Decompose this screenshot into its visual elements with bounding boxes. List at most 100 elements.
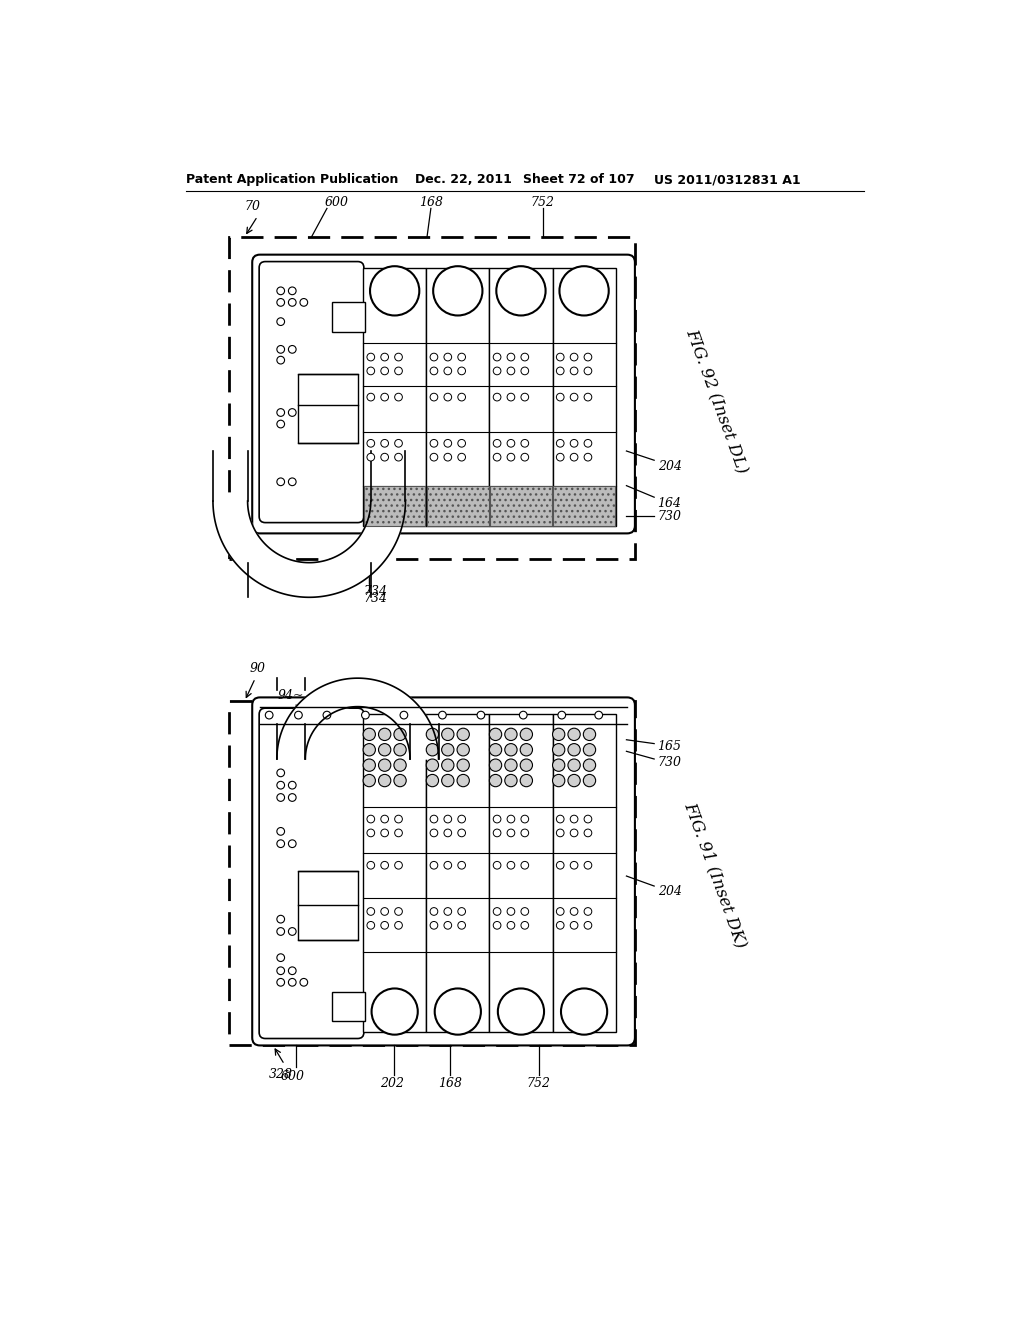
Circle shape	[289, 978, 296, 986]
Circle shape	[289, 286, 296, 294]
Circle shape	[381, 829, 388, 837]
Circle shape	[505, 775, 517, 787]
Circle shape	[441, 743, 454, 756]
Text: 600: 600	[281, 1069, 304, 1082]
Circle shape	[276, 966, 285, 974]
Circle shape	[556, 354, 564, 360]
Circle shape	[584, 729, 596, 741]
Circle shape	[558, 711, 565, 719]
Circle shape	[379, 743, 391, 756]
Circle shape	[458, 393, 466, 401]
Circle shape	[381, 440, 388, 447]
Circle shape	[364, 759, 376, 771]
Circle shape	[276, 770, 285, 776]
Circle shape	[289, 298, 296, 306]
Circle shape	[584, 759, 596, 771]
Circle shape	[458, 354, 466, 360]
FancyBboxPatch shape	[252, 255, 635, 533]
Circle shape	[364, 729, 376, 741]
Circle shape	[394, 453, 402, 461]
Circle shape	[556, 862, 564, 869]
Circle shape	[444, 829, 452, 837]
Circle shape	[570, 453, 578, 461]
Circle shape	[458, 816, 466, 822]
Circle shape	[367, 440, 375, 447]
Circle shape	[553, 729, 565, 741]
Circle shape	[276, 793, 285, 801]
Text: 600: 600	[325, 195, 349, 209]
Circle shape	[441, 729, 454, 741]
Circle shape	[570, 354, 578, 360]
Text: US 2011/0312831 A1: US 2011/0312831 A1	[654, 173, 801, 186]
Circle shape	[381, 453, 388, 461]
Circle shape	[489, 743, 502, 756]
Circle shape	[507, 440, 515, 447]
Circle shape	[372, 989, 418, 1035]
Bar	[333, 991, 365, 1020]
Circle shape	[265, 711, 273, 719]
Circle shape	[584, 440, 592, 447]
Circle shape	[507, 367, 515, 375]
Circle shape	[570, 816, 578, 822]
Circle shape	[505, 759, 517, 771]
Circle shape	[430, 908, 438, 915]
Circle shape	[367, 829, 375, 837]
Circle shape	[379, 759, 391, 771]
Circle shape	[584, 453, 592, 461]
Circle shape	[584, 743, 596, 756]
Circle shape	[289, 840, 296, 847]
Circle shape	[521, 908, 528, 915]
Text: Sheet 72 of 107: Sheet 72 of 107	[523, 173, 635, 186]
Circle shape	[276, 915, 285, 923]
Bar	[229, 238, 635, 558]
Circle shape	[520, 775, 532, 787]
Circle shape	[568, 775, 581, 787]
Circle shape	[381, 862, 388, 869]
Circle shape	[441, 775, 454, 787]
Circle shape	[276, 409, 285, 416]
Bar	[490, 486, 552, 525]
Circle shape	[489, 759, 502, 771]
Circle shape	[367, 921, 375, 929]
Circle shape	[553, 759, 565, 771]
Bar	[489, 268, 553, 525]
Circle shape	[584, 367, 592, 375]
Circle shape	[394, 816, 402, 822]
Polygon shape	[276, 678, 438, 759]
Text: Dec. 22, 2011: Dec. 22, 2011	[416, 173, 512, 186]
Bar	[298, 871, 357, 940]
Circle shape	[584, 775, 596, 787]
Bar	[427, 486, 488, 525]
Text: 94~: 94~	[278, 689, 304, 702]
Circle shape	[276, 286, 285, 294]
Circle shape	[276, 954, 285, 961]
Circle shape	[458, 453, 466, 461]
Circle shape	[556, 829, 564, 837]
Circle shape	[430, 354, 438, 360]
Circle shape	[556, 440, 564, 447]
Circle shape	[444, 367, 452, 375]
Circle shape	[489, 775, 502, 787]
Circle shape	[361, 711, 370, 719]
Circle shape	[556, 816, 564, 822]
Circle shape	[367, 816, 375, 822]
Circle shape	[276, 346, 285, 354]
Circle shape	[458, 921, 466, 929]
Text: 164: 164	[657, 496, 682, 510]
Circle shape	[520, 729, 532, 741]
Circle shape	[505, 729, 517, 741]
Circle shape	[570, 862, 578, 869]
Circle shape	[276, 781, 285, 789]
Circle shape	[276, 828, 285, 836]
Text: 752: 752	[530, 195, 555, 209]
Text: 168: 168	[438, 1077, 462, 1090]
Text: 734: 734	[364, 593, 387, 606]
Text: FIG. 91 (Inset DK): FIG. 91 (Inset DK)	[681, 799, 751, 950]
Circle shape	[556, 453, 564, 461]
Circle shape	[381, 921, 388, 929]
Bar	[489, 714, 553, 1032]
Circle shape	[394, 743, 407, 756]
Text: 752: 752	[526, 1077, 551, 1090]
Circle shape	[568, 729, 581, 741]
Text: 202: 202	[380, 1077, 404, 1090]
